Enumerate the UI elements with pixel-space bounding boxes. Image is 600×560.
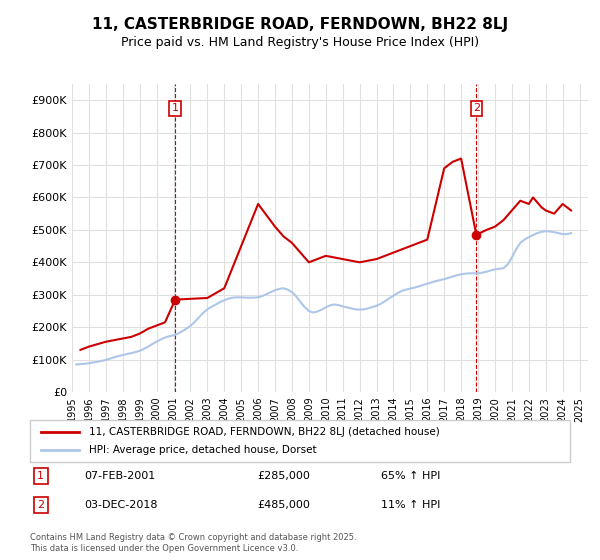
FancyBboxPatch shape [30, 420, 570, 462]
Text: 11, CASTERBRIDGE ROAD, FERNDOWN, BH22 8LJ: 11, CASTERBRIDGE ROAD, FERNDOWN, BH22 8L… [92, 17, 508, 32]
Text: 11, CASTERBRIDGE ROAD, FERNDOWN, BH22 8LJ (detached house): 11, CASTERBRIDGE ROAD, FERNDOWN, BH22 8L… [89, 427, 440, 437]
Text: HPI: Average price, detached house, Dorset: HPI: Average price, detached house, Dors… [89, 445, 317, 455]
Text: 2: 2 [473, 103, 480, 113]
Text: 1: 1 [37, 471, 44, 481]
Text: Price paid vs. HM Land Registry's House Price Index (HPI): Price paid vs. HM Land Registry's House … [121, 36, 479, 49]
Text: 11% ↑ HPI: 11% ↑ HPI [381, 500, 440, 510]
Text: Contains HM Land Registry data © Crown copyright and database right 2025.
This d: Contains HM Land Registry data © Crown c… [30, 533, 356, 553]
Text: £485,000: £485,000 [257, 500, 310, 510]
Text: 1: 1 [172, 103, 179, 113]
Text: 07-FEB-2001: 07-FEB-2001 [84, 471, 155, 481]
Text: £285,000: £285,000 [257, 471, 310, 481]
Text: 65% ↑ HPI: 65% ↑ HPI [381, 471, 440, 481]
Text: 2: 2 [37, 500, 44, 510]
Text: 03-DEC-2018: 03-DEC-2018 [84, 500, 157, 510]
